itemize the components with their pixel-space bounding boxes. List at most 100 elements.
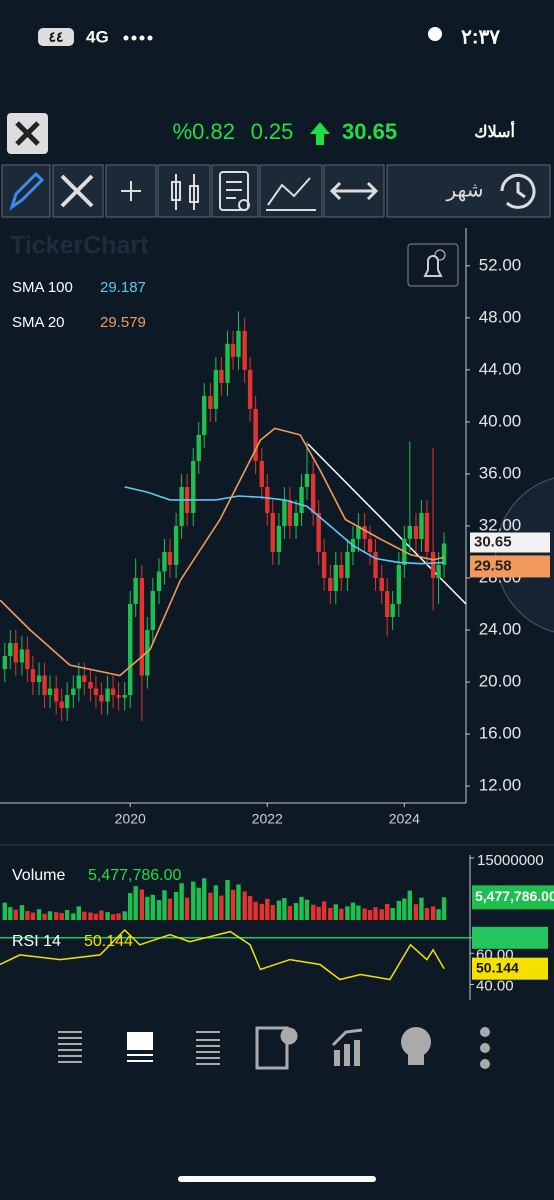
candle-body xyxy=(139,577,145,676)
volume-bar xyxy=(53,912,59,920)
candle-tool[interactable] xyxy=(171,174,199,210)
volume-bar xyxy=(299,896,304,920)
volume-bar xyxy=(133,886,138,920)
volume-bar xyxy=(345,906,350,920)
candle-body xyxy=(373,551,378,578)
time: ٢:٣٧ xyxy=(461,26,500,48)
candle-body xyxy=(367,538,373,552)
volume-bar xyxy=(150,894,156,920)
candle-body xyxy=(362,525,367,539)
compare-tool[interactable] xyxy=(266,177,316,211)
volume-bar xyxy=(191,881,196,920)
candle-body xyxy=(333,564,338,591)
change: 0.25 xyxy=(251,119,294,144)
tools[interactable] xyxy=(60,174,94,208)
rsi-title: RSI 14 xyxy=(12,933,61,950)
candle-body xyxy=(82,675,87,683)
legend-name: SMA 20 xyxy=(12,314,65,331)
price-badge-label: 30.65 xyxy=(474,533,512,550)
candle-body xyxy=(316,512,321,552)
candle-body xyxy=(36,675,42,683)
candle-body xyxy=(156,571,162,591)
candle-body xyxy=(247,369,253,409)
y-tick-label: 48.00 xyxy=(479,307,522,326)
volume-bar xyxy=(276,900,282,920)
candle-body xyxy=(225,343,230,383)
candle-body xyxy=(47,688,53,696)
volume-bar xyxy=(350,902,356,920)
sma-line xyxy=(124,486,445,565)
candle-body xyxy=(202,395,207,435)
volume-bar xyxy=(30,912,36,920)
candle-body xyxy=(25,649,30,670)
bulb-icon xyxy=(428,27,442,41)
volume-bar xyxy=(82,911,87,920)
volume-badge xyxy=(472,885,554,910)
candle-body xyxy=(430,551,436,578)
candle-body xyxy=(208,395,213,409)
scroll-handle[interactable] xyxy=(495,477,554,633)
candle-body xyxy=(310,473,316,513)
legend-value: 29.579 xyxy=(100,314,146,331)
candle-body xyxy=(276,525,282,552)
nav-tips[interactable] xyxy=(401,1027,431,1065)
nav-more[interactable] xyxy=(480,1027,490,1069)
nav-chart[interactable] xyxy=(331,1028,363,1066)
volume-bar xyxy=(99,910,104,920)
candle-body xyxy=(42,675,47,696)
volume-bar xyxy=(145,896,150,920)
volume-bar xyxy=(367,910,373,920)
volume-bar xyxy=(396,900,402,920)
candle-body xyxy=(122,695,127,698)
volume-bar xyxy=(25,910,30,920)
nav-settings[interactable] xyxy=(255,1026,298,1070)
watermark: TickerChart xyxy=(10,232,149,260)
symbol: أسلاك xyxy=(474,120,515,141)
period[interactable]: شهر xyxy=(445,179,483,201)
indicators-tool[interactable] xyxy=(219,171,250,211)
candle-body xyxy=(191,460,196,513)
volume-bar xyxy=(196,887,201,920)
close-button[interactable] xyxy=(7,113,48,154)
candle-body xyxy=(299,486,304,513)
expand-tool[interactable] xyxy=(329,181,379,201)
nav-list-1[interactable] xyxy=(58,1031,82,1063)
candle-body xyxy=(8,643,13,657)
volume-bar xyxy=(265,898,270,920)
volume-bar xyxy=(402,898,407,920)
candle-body xyxy=(413,525,419,539)
volume-bar xyxy=(208,892,213,920)
volume-bar xyxy=(139,889,145,920)
candle-body xyxy=(282,499,287,526)
y-tick-label: 15000000 xyxy=(477,852,544,869)
draw-tool[interactable] xyxy=(9,171,45,211)
signal-icon xyxy=(123,35,153,41)
volume-bar xyxy=(390,908,395,920)
nav-list-2[interactable] xyxy=(127,1032,153,1062)
sma-line xyxy=(0,427,445,677)
candle-body xyxy=(265,486,270,513)
volume-title: Volume xyxy=(12,867,65,884)
crosshair[interactable] xyxy=(121,181,141,201)
history-icon[interactable] xyxy=(500,173,536,209)
volume-bar xyxy=(116,913,121,920)
candle-body xyxy=(436,564,441,578)
volume-bar xyxy=(156,900,162,920)
volume-bar xyxy=(253,901,258,920)
volume-bar xyxy=(419,897,424,920)
candle-body xyxy=(230,343,236,357)
battery-level: ٤٤ xyxy=(48,29,63,45)
volume-bar xyxy=(424,908,430,920)
volume-bar xyxy=(328,908,333,920)
nav-list-3[interactable] xyxy=(196,1031,220,1065)
candle-body xyxy=(105,688,110,702)
candle-body xyxy=(133,577,138,604)
candle-body xyxy=(53,688,59,702)
home-indicator xyxy=(178,1176,376,1182)
volume-bar xyxy=(36,909,42,920)
alert-button[interactable] xyxy=(407,243,459,287)
candle-body xyxy=(379,577,384,591)
candle-body xyxy=(345,551,350,578)
volume-bar xyxy=(293,903,299,920)
